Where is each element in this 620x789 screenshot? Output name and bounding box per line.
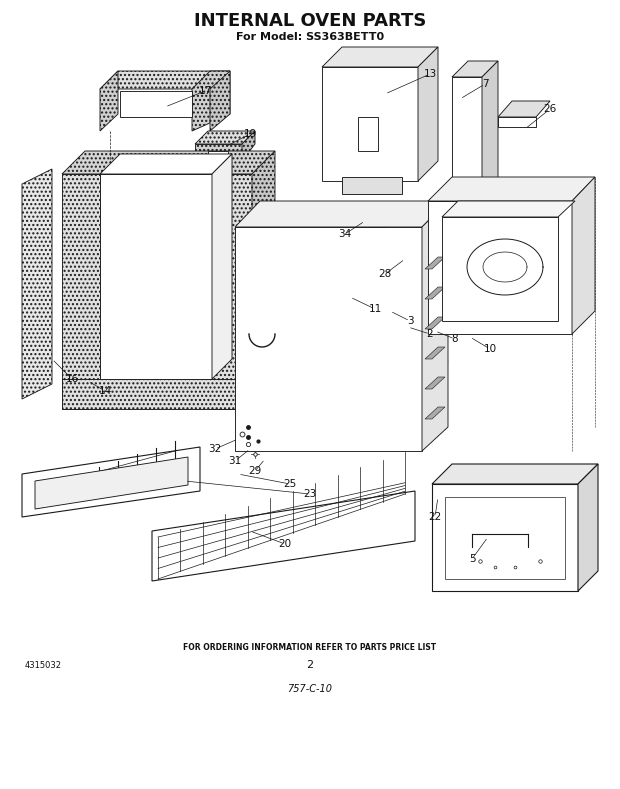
Polygon shape xyxy=(425,287,445,299)
Text: 2: 2 xyxy=(306,660,314,670)
Polygon shape xyxy=(210,71,230,131)
Polygon shape xyxy=(425,377,445,389)
Polygon shape xyxy=(62,379,252,409)
Text: 28: 28 xyxy=(378,269,392,279)
Text: 22: 22 xyxy=(428,512,441,522)
Text: 3: 3 xyxy=(407,316,414,326)
Polygon shape xyxy=(422,201,448,451)
Polygon shape xyxy=(100,71,118,131)
Text: 20: 20 xyxy=(278,539,291,549)
Polygon shape xyxy=(432,464,598,484)
Polygon shape xyxy=(35,457,188,509)
Text: 17: 17 xyxy=(198,86,211,96)
Polygon shape xyxy=(252,151,275,409)
Circle shape xyxy=(358,213,386,241)
Polygon shape xyxy=(62,174,100,409)
Polygon shape xyxy=(192,71,230,131)
Circle shape xyxy=(432,238,444,250)
Polygon shape xyxy=(235,227,422,451)
Polygon shape xyxy=(195,131,255,144)
Polygon shape xyxy=(425,317,445,329)
Polygon shape xyxy=(152,491,415,581)
Polygon shape xyxy=(235,201,448,227)
Polygon shape xyxy=(425,257,445,269)
Polygon shape xyxy=(498,117,536,127)
Polygon shape xyxy=(100,154,232,174)
Polygon shape xyxy=(425,407,445,419)
Polygon shape xyxy=(195,144,242,161)
Polygon shape xyxy=(578,464,598,591)
Polygon shape xyxy=(212,154,232,379)
Polygon shape xyxy=(100,71,230,89)
Polygon shape xyxy=(22,169,52,399)
Polygon shape xyxy=(120,91,192,117)
Polygon shape xyxy=(322,47,438,67)
Polygon shape xyxy=(242,131,255,161)
Text: 11: 11 xyxy=(368,304,382,314)
Text: 32: 32 xyxy=(208,444,221,454)
Polygon shape xyxy=(62,151,275,174)
Polygon shape xyxy=(208,151,228,161)
Text: 10: 10 xyxy=(484,344,497,354)
Polygon shape xyxy=(322,67,418,181)
Text: 23: 23 xyxy=(303,489,317,499)
Polygon shape xyxy=(432,484,578,591)
Polygon shape xyxy=(428,201,572,334)
Text: For Model: SS363BETT0: For Model: SS363BETT0 xyxy=(236,32,384,42)
Polygon shape xyxy=(482,61,498,201)
Text: 757-C-10: 757-C-10 xyxy=(288,684,332,694)
Polygon shape xyxy=(100,174,212,379)
Text: 26: 26 xyxy=(543,104,557,114)
Text: 25: 25 xyxy=(283,479,296,489)
Polygon shape xyxy=(428,177,595,201)
Polygon shape xyxy=(452,77,482,201)
Polygon shape xyxy=(452,61,498,77)
Polygon shape xyxy=(498,101,550,117)
Text: 8: 8 xyxy=(452,334,458,344)
Polygon shape xyxy=(212,174,252,409)
Text: 2: 2 xyxy=(427,329,433,339)
Polygon shape xyxy=(445,497,565,579)
Text: 14: 14 xyxy=(99,386,112,396)
Polygon shape xyxy=(442,217,558,321)
Text: AppliancePartsParts.com: AppliancePartsParts.com xyxy=(258,346,362,356)
Text: 29: 29 xyxy=(249,466,262,476)
Circle shape xyxy=(366,221,378,233)
Text: 34: 34 xyxy=(339,229,352,239)
Text: 7: 7 xyxy=(482,79,489,89)
Text: 5: 5 xyxy=(469,554,476,564)
Text: 13: 13 xyxy=(423,69,436,79)
Text: 19: 19 xyxy=(244,129,257,139)
Polygon shape xyxy=(425,347,445,359)
Polygon shape xyxy=(572,177,595,334)
Text: 16: 16 xyxy=(65,374,79,384)
Polygon shape xyxy=(418,47,438,181)
Polygon shape xyxy=(342,177,402,194)
Text: FOR ORDERING INFORMATION REFER TO PARTS PRICE LIST: FOR ORDERING INFORMATION REFER TO PARTS … xyxy=(184,642,436,652)
Text: 31: 31 xyxy=(228,456,242,466)
Polygon shape xyxy=(22,447,200,517)
Text: INTERNAL OVEN PARTS: INTERNAL OVEN PARTS xyxy=(194,12,426,30)
Polygon shape xyxy=(442,201,575,217)
Polygon shape xyxy=(358,117,378,151)
Text: 4315032: 4315032 xyxy=(25,660,62,670)
